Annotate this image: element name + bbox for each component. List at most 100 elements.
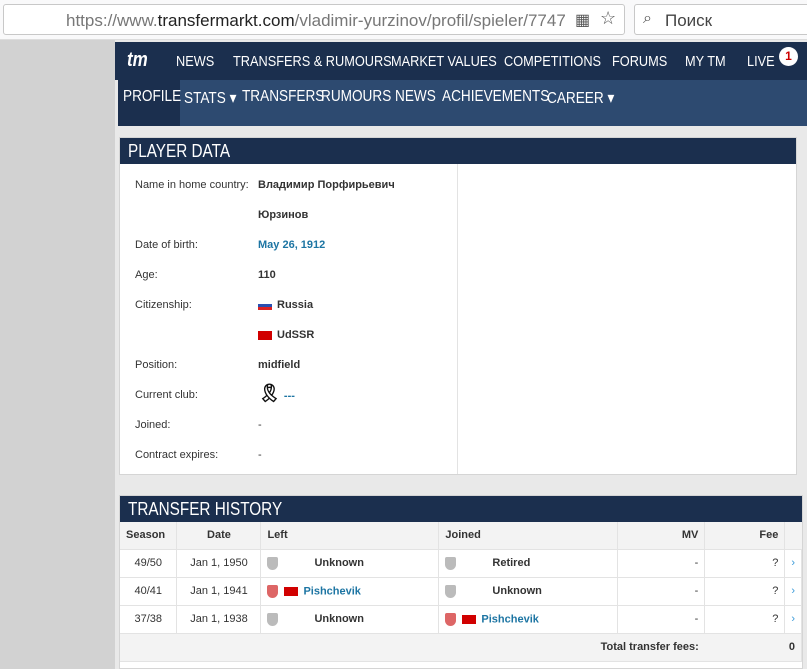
url-prefix: https://www. bbox=[66, 11, 158, 30]
value-contract: - bbox=[258, 449, 262, 461]
label-position: Position: bbox=[135, 359, 178, 371]
tab-profile[interactable]: PROFILE bbox=[123, 88, 182, 105]
left-club: Unknown bbox=[260, 605, 440, 634]
joined-name: Unknown bbox=[492, 584, 542, 597]
nav-live[interactable]: LIVE bbox=[747, 53, 775, 70]
date: Jan 1, 1941 bbox=[176, 577, 262, 606]
tab-career[interactable]: CAREER ▾ bbox=[547, 90, 615, 107]
value-dob[interactable]: May 26, 1912 bbox=[258, 239, 326, 251]
nav-competitions[interactable]: COMPETITIONS bbox=[504, 53, 602, 70]
tm-logo[interactable]: tm bbox=[127, 49, 148, 71]
joined-club: Retired bbox=[438, 549, 619, 578]
russia-flag-icon bbox=[258, 300, 272, 310]
player-data-box: PLAYER DATA Name in home country: Владим… bbox=[119, 137, 797, 475]
label-current-club: Current club: bbox=[135, 389, 198, 401]
retired-icon bbox=[445, 556, 457, 570]
mv: - bbox=[617, 577, 706, 606]
active-tab-bg bbox=[118, 80, 180, 126]
col-left: Left bbox=[260, 522, 440, 550]
unknown-club-icon bbox=[267, 612, 279, 626]
label-contract: Contract expires: bbox=[135, 449, 219, 461]
table-row: 37/38 Jan 1, 1938 Unknown Pishchevik - ?… bbox=[120, 605, 802, 634]
joined-club: Pishchevik bbox=[438, 605, 619, 634]
divider bbox=[457, 164, 458, 474]
transfer-history-box: TRANSFER HISTORY Season Date Left Joined… bbox=[119, 495, 803, 669]
season: 49/50 bbox=[120, 549, 178, 578]
label-name-home: Name in home country: bbox=[135, 179, 249, 191]
translate-icon[interactable]: ▦ bbox=[575, 12, 591, 29]
chevron-right-icon[interactable]: › bbox=[784, 605, 802, 634]
mourning-ribbon-icon: 🎗︎ bbox=[258, 383, 281, 403]
season: 40/41 bbox=[120, 577, 178, 606]
value-position: midfield bbox=[258, 359, 301, 371]
col-arrow bbox=[784, 522, 802, 550]
table-row: 40/41 Jan 1, 1941 Pishchevik Unknown - ?… bbox=[120, 577, 802, 606]
total-label: Total transfer fees: bbox=[120, 633, 705, 662]
ussr-flag-icon bbox=[258, 330, 272, 340]
label-age: Age: bbox=[135, 269, 158, 281]
page: tm NEWS TRANSFERS & RUMOURS MARKET VALUE… bbox=[115, 40, 807, 669]
table-row: 49/50 Jan 1, 1950 Unknown Retired - ? › bbox=[120, 549, 802, 578]
search-placeholder: Поиск bbox=[665, 11, 713, 30]
star-icon[interactable]: ☆ bbox=[600, 8, 617, 28]
transfer-history-title: TRANSFER HISTORY bbox=[128, 499, 283, 519]
citizenship-russia: Russia bbox=[277, 299, 314, 311]
current-club-link[interactable]: --- bbox=[283, 390, 295, 402]
label-joined: Joined: bbox=[135, 419, 171, 431]
live-badge: 1 bbox=[779, 47, 798, 66]
value-name-home: Владимир Порфирьевич bbox=[258, 179, 395, 191]
left-margin bbox=[0, 40, 115, 669]
col-joined: Joined bbox=[438, 522, 619, 550]
left-name: Unknown bbox=[314, 612, 364, 625]
col-season: Season bbox=[120, 522, 178, 550]
pishchevik-crest-icon bbox=[267, 584, 279, 598]
col-date: Date bbox=[176, 522, 262, 550]
chevron-right-icon[interactable]: › bbox=[784, 577, 802, 606]
left-name[interactable]: Pishchevik bbox=[303, 584, 361, 597]
nav-my-tm[interactable]: MY TM bbox=[685, 53, 726, 70]
browser-toolbar: ⬡ 🔒︎ https://www.transfermarkt.com/vladi… bbox=[0, 0, 807, 40]
chevron-right-icon[interactable]: › bbox=[784, 549, 802, 578]
url-path: /vladimir-yurzinov/profil/spieler/7747 bbox=[294, 11, 566, 30]
ussr-flag-icon bbox=[284, 586, 299, 596]
total-row: Total transfer fees: 0 bbox=[120, 633, 802, 662]
tab-news[interactable]: NEWS bbox=[395, 88, 436, 105]
fee: ? bbox=[704, 549, 786, 578]
total-value: 0 bbox=[704, 633, 802, 662]
transfer-history-header: TRANSFER HISTORY bbox=[120, 496, 802, 522]
fee: ? bbox=[704, 605, 786, 634]
url-domain: transfermarkt.com bbox=[157, 11, 295, 30]
player-data-header: PLAYER DATA bbox=[120, 138, 796, 164]
nav-news[interactable]: NEWS bbox=[176, 53, 215, 70]
left-club: Unknown bbox=[260, 549, 440, 578]
transfer-table: Season Date Left Joined MV Fee 49/50 Jan… bbox=[120, 522, 802, 662]
unknown-club-icon bbox=[267, 556, 279, 570]
col-fee: Fee bbox=[704, 522, 786, 550]
date: Jan 1, 1938 bbox=[176, 605, 262, 634]
player-data-title: PLAYER DATA bbox=[128, 141, 231, 161]
label-dob: Date of birth: bbox=[135, 239, 198, 251]
label-citizenship: Citizenship: bbox=[135, 299, 192, 311]
nav-transfers-rumours[interactable]: TRANSFERS & RUMOURS bbox=[233, 53, 392, 70]
url-bar[interactable]: https://www.transfermarkt.com/vladimir-y… bbox=[3, 4, 625, 35]
nav-market-values[interactable]: MARKET VALUES bbox=[391, 53, 497, 70]
mv: - bbox=[617, 605, 706, 634]
unknown-club-icon bbox=[445, 584, 457, 598]
value-citizenship-1: Russia bbox=[258, 299, 313, 311]
value-citizenship-2: UdSSR bbox=[258, 329, 314, 341]
joined-name[interactable]: Pishchevik bbox=[481, 612, 539, 625]
search-icon: ⌕ bbox=[643, 10, 652, 27]
sub-nav: PROFILE STATS ▾ TRANSFERS RUMOURS NEWS A… bbox=[118, 80, 807, 126]
left-club: Pishchevik bbox=[260, 577, 440, 606]
value-joined: - bbox=[258, 419, 262, 431]
pishchevik-crest-icon bbox=[445, 612, 457, 626]
col-mv: MV bbox=[617, 522, 706, 550]
date: Jan 1, 1950 bbox=[176, 549, 262, 578]
value-name-home-2: Юрзинов bbox=[258, 209, 309, 221]
search-input[interactable]: ⌕ Поиск bbox=[634, 4, 807, 35]
tab-achievements[interactable]: ACHIEVEMENTS bbox=[442, 88, 550, 105]
tab-transfers[interactable]: TRANSFERS bbox=[242, 88, 325, 105]
tab-stats[interactable]: STATS ▾ bbox=[184, 90, 237, 107]
tab-rumours[interactable]: RUMOURS bbox=[321, 88, 392, 105]
nav-forums[interactable]: FORUMS bbox=[612, 53, 668, 70]
